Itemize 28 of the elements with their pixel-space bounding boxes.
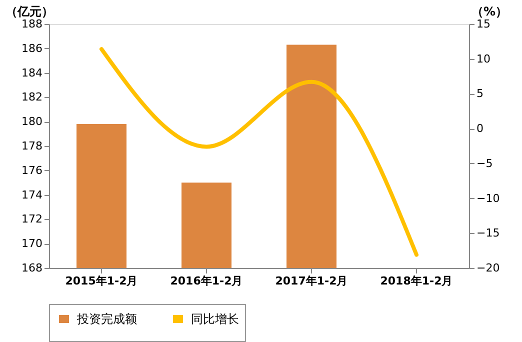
y2-tick-label: −15 bbox=[476, 226, 500, 240]
x-tick-label: 2018年1-2月 bbox=[380, 274, 453, 288]
y-tick-label: 180 bbox=[22, 115, 42, 128]
y2-tick-label: −5 bbox=[476, 156, 493, 170]
y-tick-label: 182 bbox=[22, 90, 42, 104]
y2-axis-title: （%） bbox=[471, 4, 508, 18]
x-tick-label: 2017年1-2月 bbox=[275, 274, 348, 288]
y-tick-label: 178 bbox=[22, 140, 42, 152]
y2-tick-label: −20 bbox=[476, 262, 500, 274]
y-tick-label: 168 bbox=[22, 262, 42, 274]
legend-label: 同比增长 bbox=[191, 312, 239, 326]
y-tick-label: 188 bbox=[22, 18, 42, 30]
y2-tick-label: 15 bbox=[476, 18, 490, 30]
x-tick-label: 2016年1-2月 bbox=[170, 274, 243, 288]
y-tick-label: 186 bbox=[22, 42, 42, 55]
y-tick-label: 184 bbox=[22, 66, 42, 80]
y-tick-label: 174 bbox=[22, 188, 42, 202]
y-tick-label: 172 bbox=[22, 212, 42, 226]
y2-tick-label: −10 bbox=[476, 192, 500, 205]
y2-tick-label: 0 bbox=[476, 122, 484, 136]
y-axis-title: （亿元） bbox=[6, 4, 54, 18]
y2-tick-label: 10 bbox=[476, 52, 490, 66]
line-series bbox=[100, 47, 418, 257]
legend-label: 投资完成额 bbox=[76, 312, 137, 326]
y2-tick-label: 5 bbox=[476, 87, 484, 100]
y-tick-label: 170 bbox=[22, 237, 42, 250]
x-tick-label: 2015年1-2月 bbox=[65, 274, 138, 288]
y-tick-label: 176 bbox=[22, 164, 42, 177]
